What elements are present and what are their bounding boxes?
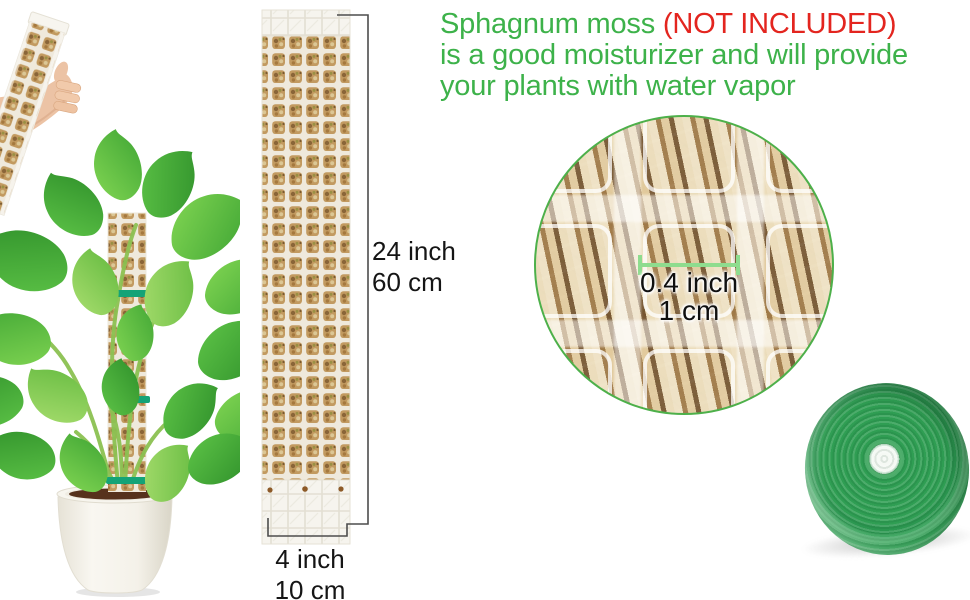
pole-top-mesh [261, 9, 351, 39]
cell-dimension-label: 0.4 inch 1 cm [589, 269, 789, 325]
dimension-bracket [267, 14, 369, 537]
width-cm: 10 cm [274, 575, 346, 600]
plant-scene [0, 11, 240, 597]
headline-not-included: (NOT INCLUDED) [662, 8, 897, 40]
pole-moss-body [261, 35, 351, 481]
mesh-cell [536, 224, 612, 318]
mesh-cell [536, 117, 612, 193]
mesh-cell [766, 224, 832, 318]
mesh-band-vertical [737, 117, 764, 413]
width-dimension-label: 4 inch 10 cm [248, 544, 372, 600]
cell-measure-line [638, 255, 740, 275]
tilted-moss-pole [0, 11, 70, 216]
height-dimension-label: 24 inch 60 cm [372, 236, 456, 298]
headline-line3: your plants with water vapor [440, 70, 796, 102]
height-inch: 24 inch [372, 236, 456, 266]
moss-detail-circle: 0.4 inch 1 cm [534, 115, 834, 415]
mesh-band-horizontal [536, 195, 832, 222]
headline-line2: is a good moisturizer and will provide [440, 39, 908, 71]
hand-fingers [53, 80, 82, 114]
cell-cm: 1 cm [658, 295, 720, 326]
mesh-cell [643, 224, 735, 318]
mesh-cell [536, 349, 612, 413]
plant-pot [56, 484, 174, 597]
height-cm: 60 cm [372, 267, 443, 297]
cell-inch: 0.4 inch [639, 267, 739, 298]
mesh-cell [766, 349, 832, 413]
mesh-cell [643, 349, 735, 413]
moss-pole-front [261, 9, 369, 545]
headline-line1: Sphagnum moss (NOT INCLUDED) [440, 9, 968, 40]
width-inch: 4 inch [275, 544, 345, 574]
mesh-band-horizontal [536, 320, 832, 347]
mesh-cell [643, 117, 735, 193]
headline: Sphagnum moss (NOT INCLUDED) is a good m… [440, 9, 968, 102]
mesh-band-vertical [614, 117, 641, 413]
headline-green-text: Sphagnum moss [440, 8, 663, 40]
mesh-cell [766, 117, 832, 193]
